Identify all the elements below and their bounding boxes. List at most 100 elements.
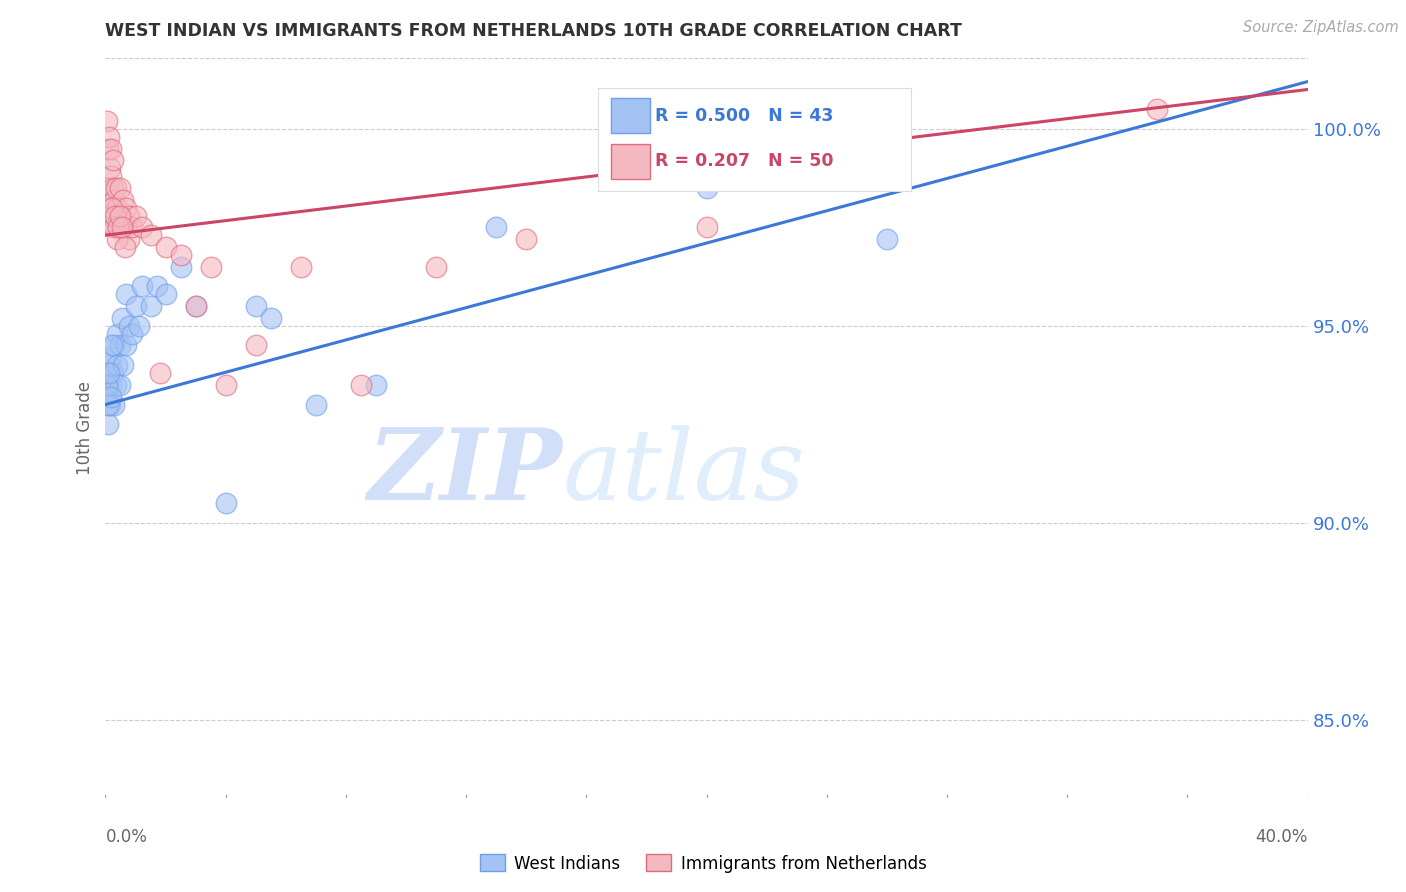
Point [121, 326, 143, 341]
Point [128, 318, 150, 333]
Point [131, 279, 153, 293]
Bar [610, 144, 650, 178]
Point [112, 220, 135, 235]
Text: R = 0.207   N = 50: R = 0.207 N = 50 [655, 153, 834, 170]
Point [98, 161, 121, 176]
Point [101, 153, 124, 168]
Point [97, 385, 120, 400]
Point [101, 181, 124, 195]
Point [101, 366, 124, 380]
Point [260, 310, 283, 325]
Point [425, 260, 447, 274]
Point [364, 377, 387, 392]
Point [103, 338, 125, 352]
Point [245, 338, 267, 352]
Point [350, 377, 373, 392]
Point [107, 220, 129, 235]
Point [98, 366, 121, 380]
Point [214, 377, 236, 392]
Point [876, 232, 898, 246]
Point [111, 310, 134, 325]
Point [107, 220, 129, 235]
Point [485, 220, 508, 235]
Point [121, 220, 143, 235]
Point [104, 377, 127, 392]
Point [200, 260, 222, 274]
Point [96, 377, 118, 392]
Point [110, 338, 132, 352]
Text: 0.0%: 0.0% [105, 828, 148, 846]
Point [98, 358, 121, 372]
Point [100, 209, 122, 223]
Point [96, 114, 118, 128]
Point [115, 201, 138, 215]
Point [107, 201, 129, 215]
Point [145, 279, 167, 293]
Point [115, 338, 138, 352]
Point [110, 377, 132, 392]
Point [124, 299, 146, 313]
Point [107, 326, 129, 341]
Point [100, 390, 122, 404]
Point [108, 209, 131, 223]
Point [98, 201, 121, 215]
Point [112, 358, 135, 372]
Text: R = 0.500   N = 43: R = 0.500 N = 43 [655, 106, 832, 125]
Point [124, 209, 146, 223]
Point [110, 181, 132, 195]
Point [118, 232, 141, 246]
Point [97, 181, 120, 195]
Point [101, 338, 124, 352]
Point [184, 299, 207, 313]
Point [100, 377, 122, 392]
Text: atlas: atlas [562, 425, 806, 520]
Text: WEST INDIAN VS IMMIGRANTS FROM NETHERLANDS 10TH GRADE CORRELATION CHART: WEST INDIAN VS IMMIGRANTS FROM NETHERLAN… [105, 22, 962, 40]
Point [98, 129, 121, 144]
Point [97, 417, 120, 432]
Point [103, 220, 125, 235]
Point [118, 318, 141, 333]
Point [169, 260, 191, 274]
Point [97, 142, 120, 156]
Text: 40.0%: 40.0% [1256, 828, 1308, 846]
Point [112, 193, 135, 207]
Legend: West Indians, Immigrants from Netherlands: West Indians, Immigrants from Netherland… [472, 847, 934, 880]
Point [100, 169, 122, 183]
Point [104, 181, 127, 195]
Bar [610, 98, 650, 133]
Point [696, 220, 718, 235]
Point [108, 209, 131, 223]
Point [815, 161, 838, 176]
Point [110, 209, 132, 223]
Point [515, 232, 537, 246]
Point [101, 201, 124, 215]
Point [111, 220, 134, 235]
Point [104, 209, 127, 223]
Point [115, 287, 138, 301]
Point [118, 209, 141, 223]
Point [245, 299, 267, 313]
Point [148, 366, 170, 380]
Point [107, 358, 129, 372]
Point [96, 366, 118, 380]
Text: ZIP: ZIP [367, 425, 562, 521]
Point [103, 220, 125, 235]
Point [98, 398, 121, 412]
Point [155, 287, 177, 301]
Point [131, 220, 153, 235]
Point [103, 193, 125, 207]
Point [97, 398, 120, 412]
Point [214, 496, 236, 510]
Point [290, 260, 312, 274]
Point [184, 299, 207, 313]
Point [100, 351, 122, 365]
Point [115, 220, 138, 235]
Point [114, 240, 136, 254]
Point [155, 240, 177, 254]
Point [169, 248, 191, 262]
Point [103, 398, 125, 412]
Point [100, 142, 122, 156]
Point [139, 228, 162, 243]
Point [305, 398, 328, 412]
Point [139, 299, 162, 313]
